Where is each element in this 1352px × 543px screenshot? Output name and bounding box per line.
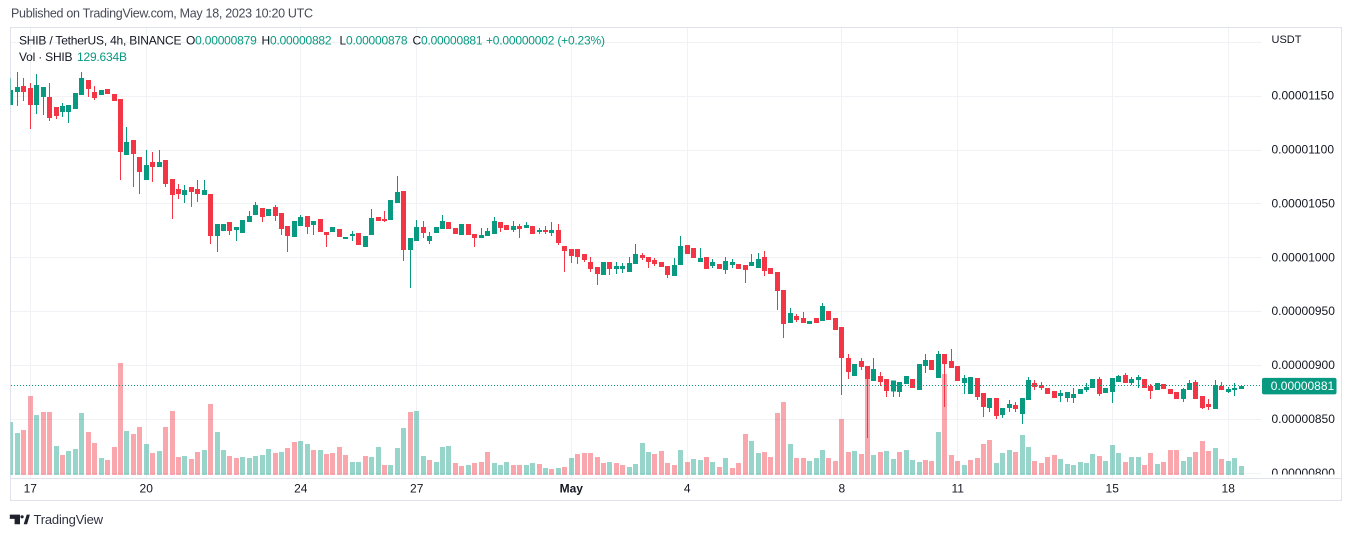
svg-text:8: 8	[838, 482, 845, 496]
svg-text:0.00001150: 0.00001150	[1272, 89, 1335, 103]
svg-text:0.00000800: 0.00000800	[1272, 466, 1336, 480]
svg-text:USDT: USDT	[1272, 34, 1302, 46]
svg-text:0.00000900: 0.00000900	[1272, 358, 1336, 372]
svg-text:+0.00000002 (+0.23%): +0.00000002 (+0.23%)	[486, 34, 605, 48]
svg-text:May: May	[560, 482, 584, 496]
svg-text:SHIB / TetherUS, 4h, BINANCE: SHIB / TetherUS, 4h, BINANCE	[19, 34, 181, 48]
svg-text:TradingView: TradingView	[34, 512, 104, 527]
svg-text:0.00001100: 0.00001100	[1272, 142, 1335, 156]
svg-text:Vol · SHIB: Vol · SHIB	[19, 50, 73, 64]
svg-text:20: 20	[140, 482, 154, 496]
svg-text:27: 27	[410, 482, 424, 496]
svg-text:18: 18	[1222, 482, 1236, 496]
svg-text:11: 11	[951, 482, 964, 496]
svg-text:C0.00000881: C0.00000881	[413, 34, 483, 48]
svg-text:Published on TradingView.com,: Published on TradingView.com, May 18, 20…	[11, 6, 313, 20]
svg-text:0.00001050: 0.00001050	[1272, 196, 1336, 210]
svg-text:0.00000881: 0.00000881	[1271, 379, 1335, 393]
svg-text:0.00000950: 0.00000950	[1272, 304, 1336, 318]
svg-text:H0.00000882: H0.00000882	[262, 34, 332, 48]
svg-text:24: 24	[294, 482, 308, 496]
svg-text:O0.00000879: O0.00000879	[186, 34, 257, 48]
svg-text:0.00001000: 0.00001000	[1272, 250, 1336, 264]
svg-text:15: 15	[1106, 482, 1120, 496]
svg-text:4: 4	[684, 482, 691, 496]
svg-text:129.634B: 129.634B	[77, 50, 127, 64]
svg-text:L0.00000878: L0.00000878	[340, 34, 408, 48]
svg-text:0.00000850: 0.00000850	[1272, 412, 1336, 426]
svg-text:17: 17	[24, 482, 38, 496]
